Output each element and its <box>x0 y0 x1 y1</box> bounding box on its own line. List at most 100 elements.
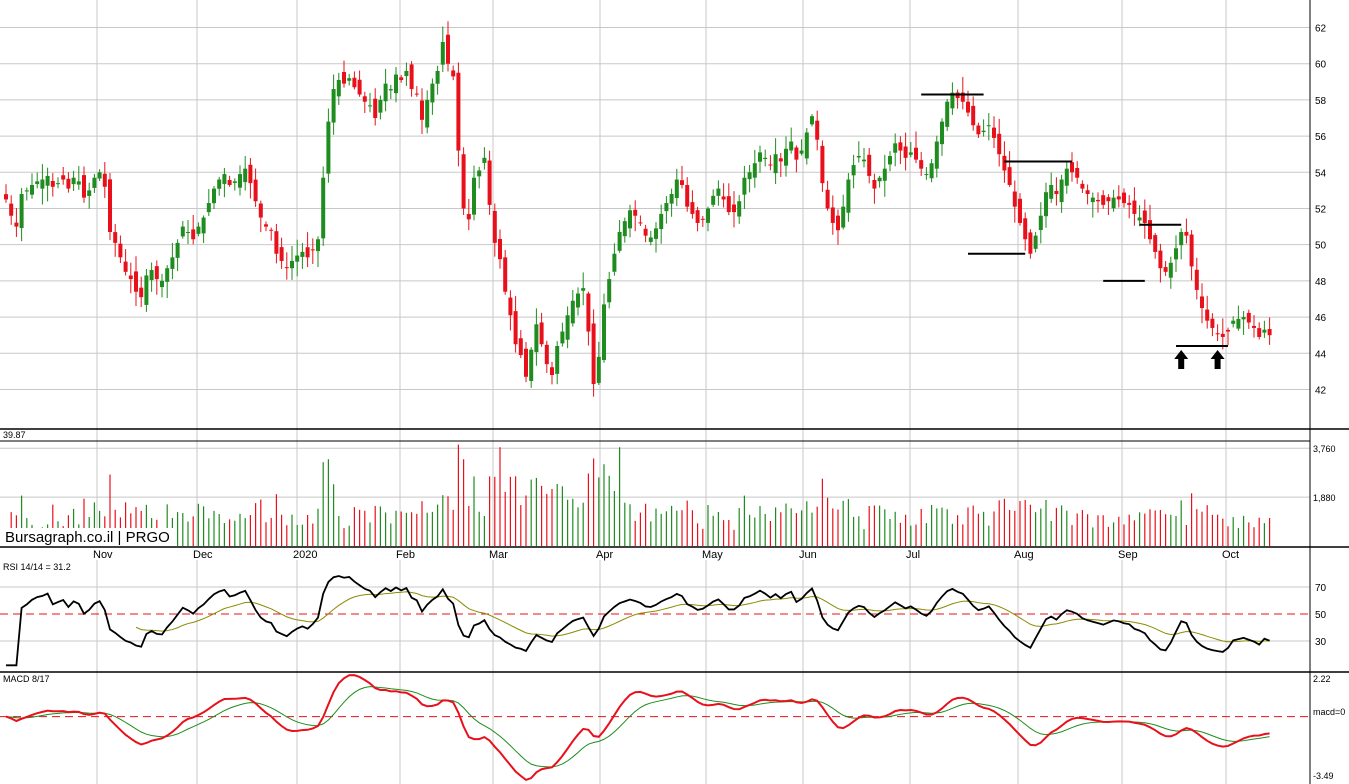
candle-body <box>154 266 159 280</box>
candle-body <box>1220 333 1225 337</box>
candle-body <box>1252 325 1256 328</box>
price-tick-label: 52 <box>1315 204 1327 215</box>
candle-body <box>414 93 419 95</box>
candle-body <box>388 89 393 91</box>
candle-body <box>1231 320 1236 324</box>
candle-body <box>1184 231 1189 236</box>
candle-body <box>664 203 669 212</box>
macd-bottom-label: -3.49 <box>1313 771 1334 781</box>
candle-body <box>1007 167 1012 185</box>
candle-body <box>128 275 133 280</box>
candle-body <box>108 179 112 233</box>
candle-body <box>56 183 60 185</box>
candle-body <box>804 132 809 159</box>
candle-body <box>1085 190 1090 195</box>
candle-body <box>1059 179 1064 203</box>
candle-body <box>160 280 164 288</box>
candle-body <box>35 181 40 184</box>
candle-body <box>934 141 939 169</box>
candle-body <box>9 203 14 216</box>
candle-body <box>981 130 986 133</box>
candle-body <box>674 179 679 198</box>
candle-body <box>903 146 908 158</box>
candle-body <box>555 346 560 374</box>
candle-body <box>1236 318 1241 329</box>
candle-body <box>1023 218 1028 240</box>
candle-body <box>997 133 1002 155</box>
candle-body <box>950 92 955 109</box>
candle-body <box>113 232 118 243</box>
candle-body <box>799 150 804 154</box>
candle-body <box>134 271 138 292</box>
candle-body <box>617 232 622 251</box>
candle-body <box>45 175 50 186</box>
candle-body <box>815 120 820 140</box>
macd-panel <box>0 674 1310 782</box>
candle-body <box>206 203 211 213</box>
candle-body <box>908 152 913 155</box>
candle-body <box>357 79 362 95</box>
candle-body <box>612 253 617 272</box>
candle-body <box>1241 317 1246 320</box>
candle-body <box>227 180 232 185</box>
candle-body <box>924 174 929 176</box>
candle-body <box>1142 210 1147 223</box>
candle-body <box>243 168 248 183</box>
candle-body <box>430 83 435 103</box>
candle-body <box>180 226 185 237</box>
candle-body <box>212 188 216 204</box>
candle-body <box>1101 195 1106 205</box>
candle-body <box>898 142 903 151</box>
candle-body <box>378 99 383 113</box>
month-label: Nov <box>93 549 113 561</box>
candle-body <box>1163 267 1168 272</box>
candle-body <box>503 257 508 292</box>
month-label: Sep <box>1118 549 1138 561</box>
candle-body <box>919 160 924 169</box>
candle-body <box>336 80 341 97</box>
candle-body <box>440 42 445 65</box>
candle-body <box>1246 312 1251 323</box>
price-tick-label: 44 <box>1315 349 1327 360</box>
rsi-line <box>6 575 1270 667</box>
candle-body <box>929 163 934 179</box>
candle-body <box>373 98 378 119</box>
candle-body <box>1096 199 1100 202</box>
candle-body <box>602 304 606 360</box>
candle-body <box>1189 234 1194 267</box>
candle-body <box>1116 196 1121 200</box>
candle-body <box>269 229 274 231</box>
candle-body <box>1106 197 1111 202</box>
rsi-panel <box>0 575 1310 667</box>
candle-body <box>232 181 237 183</box>
macd-top-label: 2.22 <box>1313 674 1331 684</box>
candle-body <box>659 213 664 230</box>
candle-body <box>960 92 965 102</box>
candle-body <box>992 127 996 138</box>
candle-body <box>274 231 279 254</box>
candle-body <box>4 194 8 200</box>
candle-body <box>638 222 643 224</box>
candle-body <box>560 331 565 344</box>
candle-body <box>768 164 773 166</box>
candle-body <box>420 100 424 120</box>
price-tick-label: 50 <box>1315 241 1327 252</box>
candle-body <box>846 179 851 213</box>
candle-body <box>945 101 950 127</box>
month-label: Mar <box>489 549 508 561</box>
macd-zero-label: macd=0 <box>1313 707 1345 717</box>
month-label: Apr <box>596 549 613 561</box>
candle-body <box>404 70 409 77</box>
candle-body <box>1153 235 1158 252</box>
candle-body <box>976 125 981 135</box>
month-label: Aug <box>1014 549 1034 561</box>
candle-body <box>643 228 648 236</box>
price-tick-label: 46 <box>1315 313 1327 324</box>
candle-body <box>409 64 414 90</box>
candle-body <box>914 147 918 160</box>
rsi-signal-line <box>135 591 1270 643</box>
candle-body <box>352 77 357 88</box>
candle-body <box>253 179 258 202</box>
candle-body <box>544 344 549 365</box>
